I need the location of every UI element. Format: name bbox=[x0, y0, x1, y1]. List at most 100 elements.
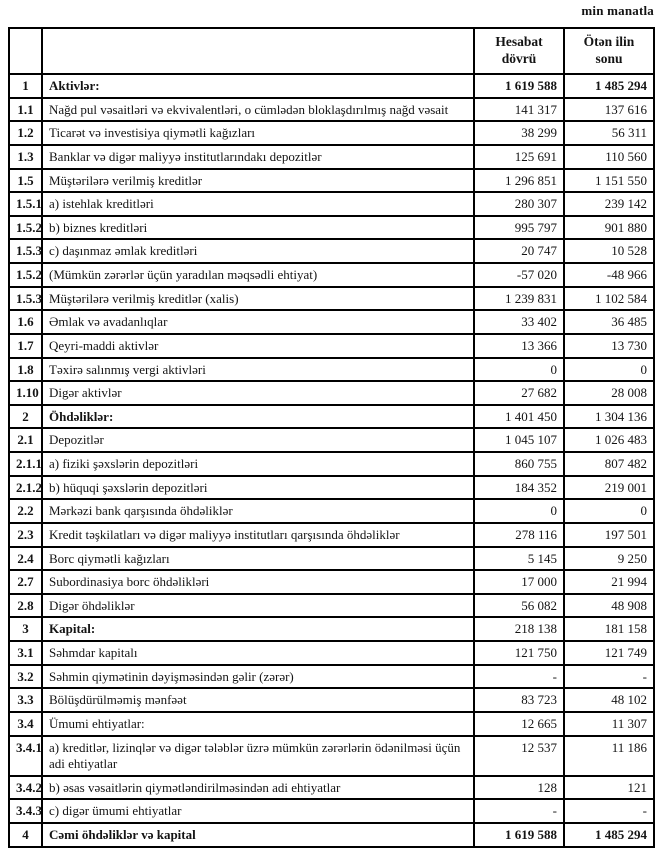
value-report-period: 121 750 bbox=[473, 640, 565, 666]
row-label: Bölüşdürülməmiş mənfəət bbox=[41, 687, 475, 713]
row-number: 1.10 bbox=[8, 380, 43, 406]
table-row: 1.5.2 (Mümkün zərərlər üçün yaradılan məq… bbox=[8, 262, 655, 288]
row-number: 1.5 bbox=[8, 167, 43, 194]
row-label: a) istehlak kreditləri bbox=[41, 191, 475, 217]
row-label: Subordinasiya borc öhdəlikləri bbox=[41, 569, 475, 595]
table-row: 3.2 Səhmin qiymətinin dəyişməsindən gəlir… bbox=[8, 663, 655, 690]
table-body: 1 Aktivlər: 1 619 588 1 485 294 1.1 Nağd pul … bbox=[8, 73, 655, 848]
table-row: 2.1.2 b) hüquqi şəxslərin depozitləri 184 … bbox=[8, 474, 655, 501]
row-label: (Mümkün zərərlər üçün yaradılan məqsədli… bbox=[41, 262, 475, 288]
table-row: 1.10 Digər aktivlər 27 682 28 008 bbox=[8, 380, 655, 406]
row-label: c) daşınmaz əmlak kreditləri bbox=[41, 238, 475, 264]
value-report-period: - bbox=[473, 663, 565, 690]
table-row: 3 Kapital: 218 138 181 158 bbox=[8, 616, 655, 642]
row-label: Qeyri-maddi aktivlər bbox=[41, 332, 475, 359]
value-prev-year-end: 48 908 bbox=[563, 592, 655, 619]
row-number: 2 bbox=[8, 403, 43, 430]
table-row: 2.1.1 a) fiziki şəxslərin depozitləri 860 … bbox=[8, 451, 655, 477]
value-prev-year-end: 1 304 136 bbox=[563, 403, 655, 430]
table-row: 3.1 Səhmdar kapitalı 121 750 121 749 bbox=[8, 640, 655, 666]
row-number: 2.1.1 bbox=[8, 451, 43, 477]
value-report-period: 0 bbox=[473, 498, 565, 524]
row-number: 1.3 bbox=[8, 143, 43, 170]
header-cell-description bbox=[41, 27, 475, 75]
value-prev-year-end: 901 880 bbox=[563, 214, 655, 241]
row-number: 1.7 bbox=[8, 332, 43, 359]
row-number: 2.2 bbox=[8, 498, 43, 524]
row-label: Təxirə salınmış vergi aktivləri bbox=[41, 356, 475, 383]
table-row: 4 Cəmi öhdəliklər və kapital 1 619 588 1 48… bbox=[8, 822, 655, 848]
value-prev-year-end: 137 616 bbox=[563, 96, 655, 123]
value-report-period: 860 755 bbox=[473, 451, 565, 477]
value-report-period: - bbox=[473, 798, 565, 824]
row-label: Borc qiymətli kağızları bbox=[41, 545, 475, 572]
row-number: 3.4.3 bbox=[8, 798, 43, 824]
value-prev-year-end: 110 560 bbox=[563, 143, 655, 170]
value-prev-year-end: 1 485 294 bbox=[563, 73, 655, 99]
table-row: 1.5.3 c) daşınmaz əmlak kreditləri 20 747 1… bbox=[8, 238, 655, 264]
row-label: Depozitlər bbox=[41, 427, 475, 453]
value-report-period: 0 bbox=[473, 356, 565, 383]
value-prev-year-end: 28 008 bbox=[563, 380, 655, 406]
row-number: 3.4.1 bbox=[8, 734, 43, 777]
table-header: Hesabat dövrü Ötən ilin sonu bbox=[8, 27, 655, 75]
table-row: 1.6 Əmlak və avadanlıqlar 33 402 36 485 bbox=[8, 309, 655, 335]
table-row: 3.3 Bölüşdürülməmiş mənfəət 83 723 48 102 bbox=[8, 687, 655, 713]
value-report-period: 280 307 bbox=[473, 191, 565, 217]
table-row: 1 Aktivlər: 1 619 588 1 485 294 bbox=[8, 73, 655, 99]
value-report-period: 27 682 bbox=[473, 380, 565, 406]
row-label: Müştərilərə verilmiş kreditlər (xalis) bbox=[41, 285, 475, 312]
value-prev-year-end: 121 bbox=[563, 774, 655, 801]
table-row: 2.4 Borc qiymətli kağızları 5 145 9 250 bbox=[8, 545, 655, 572]
row-number: 2.4 bbox=[8, 545, 43, 572]
table-row: 1.5.2 b) biznes kreditləri 995 797 901 880 bbox=[8, 214, 655, 241]
value-report-period: 83 723 bbox=[473, 687, 565, 713]
row-label: Digər aktivlər bbox=[41, 380, 475, 406]
value-report-period: 12 537 bbox=[473, 734, 565, 777]
value-prev-year-end: - bbox=[563, 798, 655, 824]
row-number: 4 bbox=[8, 822, 43, 848]
table-row: 2.1 Depozitlər 1 045 107 1 026 483 bbox=[8, 427, 655, 453]
row-number: 2.1.2 bbox=[8, 474, 43, 501]
value-prev-year-end: 1 102 584 bbox=[563, 285, 655, 312]
table-row: 3.4.1 a) kreditlər, lizinqlər və digər tə… bbox=[8, 734, 655, 777]
value-prev-year-end: 11 186 bbox=[563, 734, 655, 777]
value-prev-year-end: 807 482 bbox=[563, 451, 655, 477]
value-report-period: 1 296 851 bbox=[473, 167, 565, 194]
value-prev-year-end: 181 158 bbox=[563, 616, 655, 642]
row-number: 3 bbox=[8, 616, 43, 642]
value-report-period: 1 401 450 bbox=[473, 403, 565, 430]
value-prev-year-end: - bbox=[563, 663, 655, 690]
table-row: 2.7 Subordinasiya borc öhdəlikləri 17 000 2… bbox=[8, 569, 655, 595]
table-row: 3.4 Ümumi ehtiyatlar: 12 665 11 307 bbox=[8, 710, 655, 737]
value-report-period: 995 797 bbox=[473, 214, 565, 241]
table-row: 1.8 Təxirə salınmış vergi aktivləri 0 0 bbox=[8, 356, 655, 383]
row-number: 1.5.2 bbox=[8, 214, 43, 241]
value-report-period: 56 082 bbox=[473, 592, 565, 619]
row-label: Cəmi öhdəliklər və kapital bbox=[41, 822, 475, 848]
value-report-period: 12 665 bbox=[473, 710, 565, 737]
value-prev-year-end: 121 749 bbox=[563, 640, 655, 666]
row-label: Nağd pul vəsaitləri və ekvivalentləri, o… bbox=[41, 96, 475, 123]
header-row: Hesabat dövrü Ötən ilin sonu bbox=[8, 27, 655, 75]
value-prev-year-end: 36 485 bbox=[563, 309, 655, 335]
value-prev-year-end: -48 966 bbox=[563, 262, 655, 288]
value-prev-year-end: 0 bbox=[563, 356, 655, 383]
row-number: 3.1 bbox=[8, 640, 43, 666]
balance-sheet-table: Hesabat dövrü Ötən ilin sonu 1 Aktivlər: 1… bbox=[8, 27, 655, 848]
value-report-period: 1 619 588 bbox=[473, 822, 565, 848]
table-row: 1.5 Müştərilərə verilmiş kreditlər 1 296 8… bbox=[8, 167, 655, 194]
row-label: c) digər ümumi ehtiyatlar bbox=[41, 798, 475, 824]
row-label: a) kreditlər, lizinqlər və digər tələblə… bbox=[41, 734, 475, 777]
table-row: 3.4.2 b) əsas vəsaitlərin qiymətləndirilm… bbox=[8, 774, 655, 801]
row-label: Digər öhdəliklər bbox=[41, 592, 475, 619]
value-prev-year-end: 1 485 294 bbox=[563, 822, 655, 848]
table-row: 1.7 Qeyri-maddi aktivlər 13 366 13 730 bbox=[8, 332, 655, 359]
value-prev-year-end: 1 026 483 bbox=[563, 427, 655, 453]
table-row: 2.3 Kredit təşkilatları və digər maliyyə … bbox=[8, 521, 655, 548]
table-row: 1.3 Banklar və digər maliyyə institutları… bbox=[8, 143, 655, 170]
row-number: 2.7 bbox=[8, 569, 43, 595]
row-label: Səhmdar kapitalı bbox=[41, 640, 475, 666]
value-report-period: 1 619 588 bbox=[473, 73, 565, 99]
